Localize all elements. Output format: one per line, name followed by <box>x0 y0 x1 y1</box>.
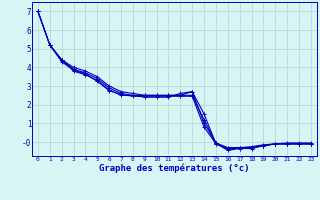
X-axis label: Graphe des températures (°c): Graphe des températures (°c) <box>99 163 250 173</box>
